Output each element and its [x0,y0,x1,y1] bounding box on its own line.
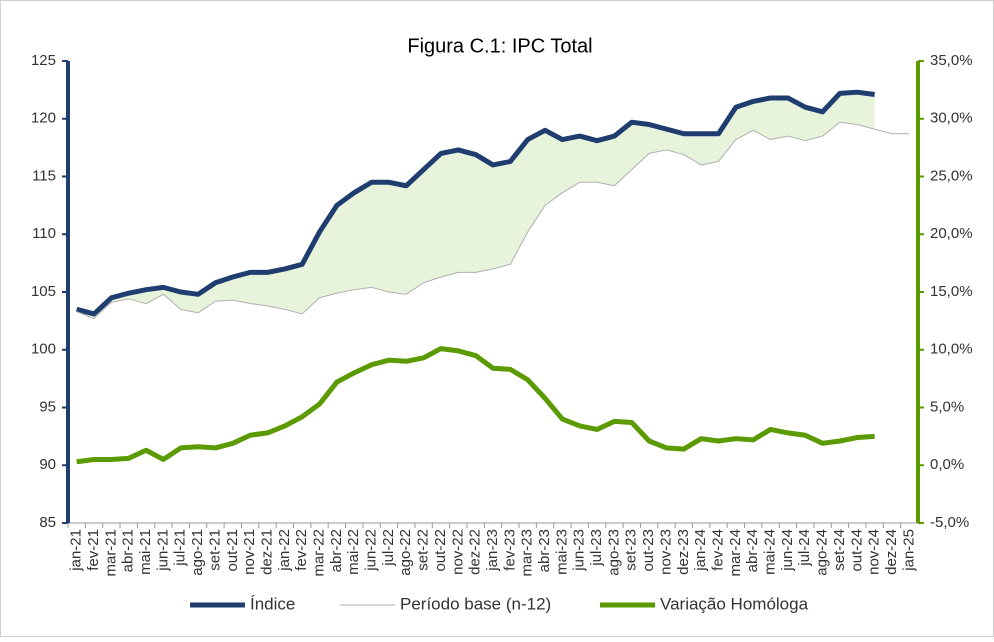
legend-label: Índice [250,594,295,613]
x-tick-label: fev-21 [85,529,102,571]
series-line [76,89,875,317]
x-tick-label: set-22 [415,529,432,571]
y2-tick-label: 15,0% [930,283,973,300]
x-tick-label: dez-24 [883,529,900,575]
x-tick-label: jan-24 [692,529,709,572]
x-tick-label: mar-23 [519,529,536,577]
y2-tick-label: -5,0% [930,514,969,531]
y-tick-label: 90 [39,456,56,473]
x-tick-label: mai-23 [553,529,570,575]
x-tick-label: ago-23 [605,529,622,576]
x-tick-label: mar-22 [310,529,327,577]
x-tick-label: mar-24 [727,529,744,577]
series-line [76,121,910,320]
x-tick-label: out-24 [848,529,865,572]
x-tick-label: ago-22 [397,529,414,576]
x-tick-label: mai-21 [137,529,154,575]
y2-tick-label: 35,0% [930,52,973,69]
y-tick-label: 120 [31,110,56,127]
x-tick-label: jul-23 [588,529,605,567]
x-tick-label: set-21 [206,529,223,571]
x-tick-label: dez-23 [675,529,692,575]
x-tick-label: jan-22 [276,529,293,572]
x-tick-label: jan-21 [68,529,85,572]
y2-tick-label: 25,0% [930,167,973,184]
series-line [76,346,875,465]
chart-title: Figura C.1: IPC Total [407,35,592,57]
x-tick-label: nov-24 [866,529,883,575]
x-tick-label: nov-22 [449,529,466,575]
x-tick-label: jun-24 [779,529,796,572]
difference-area [76,92,875,319]
x-tick-label: abr-21 [120,529,137,572]
x-tick-label: ago-24 [814,529,831,576]
y2-tick-label: 5,0% [930,398,964,415]
x-tick-label: abr-24 [744,529,761,572]
x-tick-label: mai-24 [762,529,779,575]
y-tick-label: 85 [39,514,56,531]
x-tick-label: nov-21 [241,529,258,575]
x-tick-label: jul-21 [172,529,189,567]
y-tick-label: 95 [39,398,56,415]
x-tick-label: dez-21 [258,529,275,575]
y-tick-label: 105 [31,283,56,300]
x-tick-label: jul-24 [796,529,813,567]
y2-tick-label: 10,0% [930,341,973,358]
x-tick-label: jun-23 [571,529,588,572]
x-tick-label: mar-21 [102,529,119,577]
y-tick-label: 125 [31,52,56,69]
x-tick-label: abr-23 [536,529,553,572]
y2-tick-label: 0,0% [930,456,964,473]
y-tick-label: 110 [32,225,56,242]
x-tick-label: ago-21 [189,529,206,576]
x-tick-label: set-24 [831,529,848,571]
x-tick-label: abr-22 [328,529,345,572]
x-tick-label: out-22 [432,529,449,572]
x-tick-label: dez-22 [467,529,484,575]
x-tick-label: jun-21 [154,529,171,572]
x-tick-label: out-21 [224,529,241,572]
x-tick-label: out-23 [640,529,657,572]
legend-label: Período base (n-12) [400,594,551,613]
y2-tick-label: 20,0% [930,225,973,242]
y-tick-label: 115 [32,167,56,184]
x-tick-label: jun-22 [363,529,380,572]
x-tick-label: jan-23 [484,529,501,572]
x-tick-label: jan-25 [900,529,917,572]
x-tick-label: fev-23 [501,529,518,571]
x-tick-label: mai-22 [345,529,362,575]
y-tick-label: 100 [31,341,56,358]
x-tick-label: jul-22 [380,529,397,567]
x-tick-label: nov-23 [657,529,674,575]
x-tick-label: fev-22 [293,529,310,571]
y2-tick-label: 30,0% [930,110,973,127]
x-tick-label: fev-24 [709,529,726,571]
legend-label: Variação Homóloga [660,594,809,613]
x-tick-label: set-23 [623,529,640,571]
